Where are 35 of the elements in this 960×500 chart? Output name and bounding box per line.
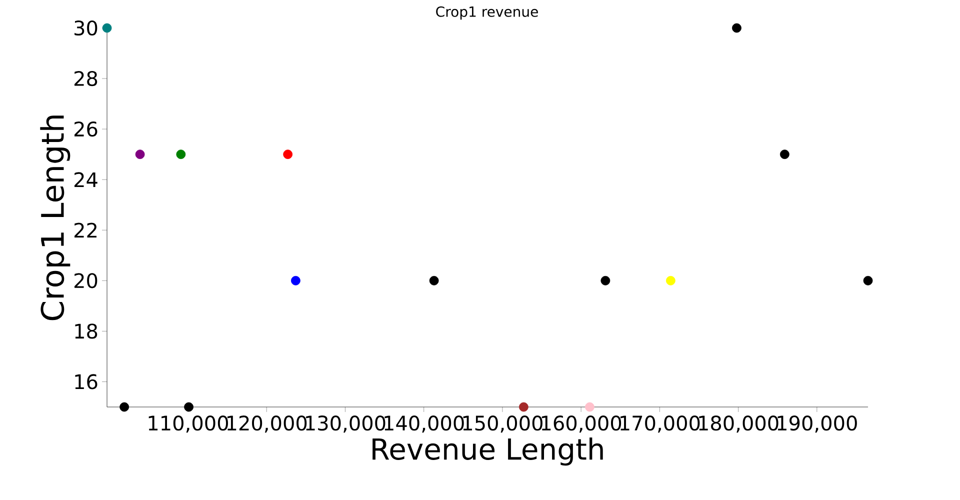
y-axis-title: Crop1 Length <box>40 116 70 320</box>
point <box>732 23 742 33</box>
point <box>290 276 300 286</box>
point <box>283 150 293 160</box>
x-tick-label: 130,000 <box>306 416 386 433</box>
point <box>518 402 528 412</box>
point <box>120 402 130 412</box>
point <box>666 276 676 286</box>
y-tick-label: 22 <box>74 222 96 238</box>
point <box>600 276 610 286</box>
point <box>863 276 873 286</box>
y-tick-label: 20 <box>74 273 98 288</box>
y-tick-label: 18 <box>75 324 98 339</box>
chart-title: Crop1 revenue <box>436 6 538 20</box>
point <box>780 150 790 160</box>
point <box>184 402 194 412</box>
point <box>176 150 186 160</box>
y-tick-label: 26 <box>74 122 98 137</box>
point <box>135 150 145 160</box>
x-tick-label: 160,000 <box>542 416 622 433</box>
x-axis-title: Revenue Length <box>372 438 603 466</box>
x-tick-label: 190,000 <box>778 416 857 433</box>
y-tick-label: 16 <box>75 374 98 390</box>
y-tick-label: 30 <box>74 20 98 36</box>
y-tick-label: 24 <box>74 172 98 188</box>
point <box>102 23 112 33</box>
y-tick-label: 28 <box>74 70 98 86</box>
point <box>429 276 439 286</box>
point <box>585 402 594 412</box>
x-tick-label: 110,000 <box>148 416 228 433</box>
x-tick-label: 140,000 <box>384 416 464 433</box>
x-tick-label: 180,000 <box>699 416 778 433</box>
x-tick-label: 120,000 <box>227 416 307 433</box>
x-tick-label: 170,000 <box>620 416 700 433</box>
x-tick-label: 150,000 <box>463 416 542 433</box>
